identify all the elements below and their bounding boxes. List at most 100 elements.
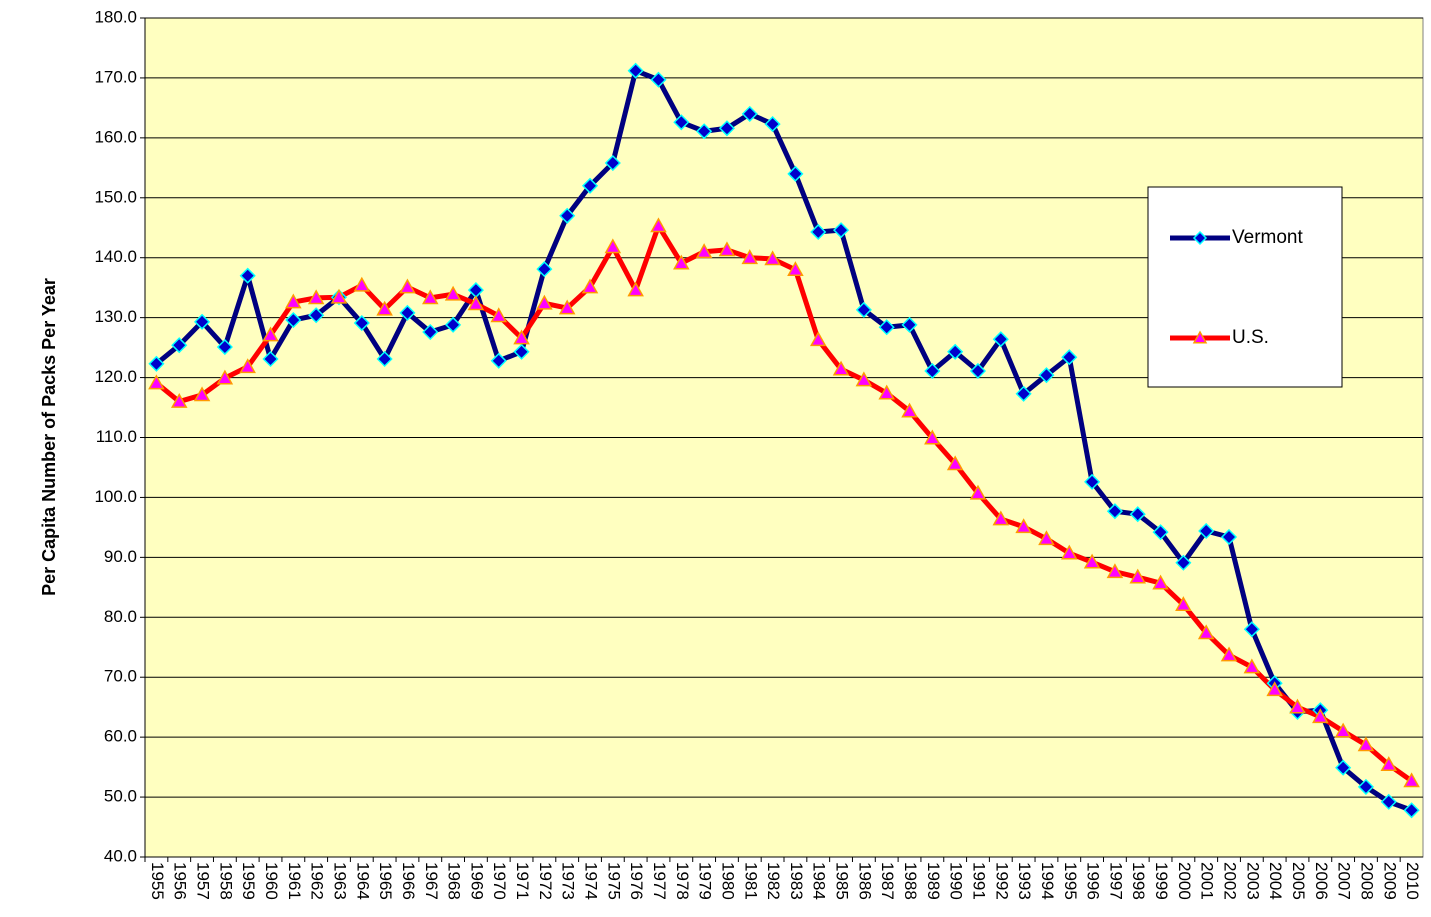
marker (1129, 568, 1147, 584)
x-tick-label: 1958 (216, 862, 235, 900)
x-tick-label: 1977 (650, 862, 669, 900)
x-tick-label: 1980 (718, 862, 737, 900)
marker (1220, 528, 1238, 546)
marker (262, 350, 279, 368)
x-tick-label: 1986 (855, 862, 874, 900)
x-tick-label: 1985 (833, 862, 852, 900)
marker (513, 343, 530, 360)
y-tick-label: 180.0 (94, 7, 137, 26)
marker (490, 307, 508, 323)
x-tick-label: 2008 (1357, 862, 1376, 900)
marker (718, 120, 736, 137)
x-tick-label: 1993 (1015, 862, 1034, 900)
marker (148, 374, 165, 390)
x-tick-label: 1979 (696, 862, 715, 900)
marker (262, 326, 279, 342)
series-line (154, 68, 1413, 813)
marker (969, 362, 987, 380)
marker (627, 62, 644, 79)
marker (810, 223, 827, 241)
marker (673, 254, 690, 270)
x-tick-label: 1994 (1038, 862, 1057, 900)
marker (901, 402, 918, 418)
marker (1175, 554, 1192, 571)
y-tick-label: 100.0 (94, 487, 137, 506)
x-tick-label: 1967 (422, 862, 441, 900)
marker (946, 455, 964, 471)
y-tick-label: 40.0 (104, 846, 137, 865)
x-tick-label: 1969 (467, 862, 486, 900)
x-tick-label: 2004 (1266, 862, 1285, 900)
marker (193, 386, 211, 402)
x-tick-label: 1996 (1084, 862, 1103, 900)
marker (399, 304, 416, 321)
x-tick-label: 2007 (1335, 862, 1354, 900)
marker (558, 299, 576, 315)
x-tick-label: 1981 (741, 862, 760, 900)
marker (1198, 522, 1215, 540)
marker (741, 105, 758, 122)
x-tick-label: 2003 (1243, 862, 1262, 900)
marker (1061, 349, 1078, 366)
marker (1038, 367, 1055, 384)
marker (764, 116, 781, 133)
x-tick-label: 1965 (376, 862, 395, 900)
y-axis-label: Per Capita Number of Packs Per Year (39, 278, 59, 596)
legend-label: U.S. (1232, 327, 1269, 348)
marker (1083, 553, 1101, 569)
marker (239, 358, 256, 374)
marker (1192, 230, 1208, 246)
x-tick-label: 1983 (787, 862, 806, 900)
marker (193, 313, 211, 330)
x-tick-label: 1963 (330, 862, 349, 900)
marker (673, 114, 690, 131)
marker (536, 261, 553, 278)
y-tick-label: 170.0 (94, 67, 137, 86)
marker (171, 337, 188, 354)
marker (1106, 563, 1124, 579)
marker (855, 371, 873, 387)
marker (399, 278, 416, 294)
y-tick-label: 160.0 (94, 127, 137, 146)
x-tick-label: 1997 (1106, 862, 1125, 900)
marker (239, 267, 256, 284)
marker (376, 350, 393, 368)
x-tick-label: 1970 (490, 862, 509, 900)
marker (992, 331, 1009, 348)
x-tick-label: 1974 (582, 862, 601, 900)
marker (1266, 681, 1283, 697)
marker (376, 300, 393, 316)
marker (1060, 544, 1078, 560)
marker (809, 331, 827, 347)
marker (444, 285, 462, 301)
marker (353, 276, 371, 292)
y-tick-label: 130.0 (94, 307, 137, 326)
marker (924, 362, 941, 380)
marker (1084, 473, 1101, 490)
x-tick-label: 1992 (992, 862, 1011, 900)
marker (696, 123, 713, 140)
marker (1175, 596, 1192, 612)
marker (1152, 574, 1169, 590)
marker (787, 261, 804, 277)
y-tick-label: 90.0 (104, 547, 137, 566)
x-tick-label: 2009 (1380, 862, 1399, 900)
marker (1357, 778, 1375, 795)
marker (992, 510, 1010, 526)
x-tick-label: 2002 (1221, 862, 1240, 900)
marker (307, 289, 325, 305)
x-tick-label: 1976 (627, 862, 646, 900)
marker (901, 316, 918, 333)
marker (604, 154, 621, 172)
marker (764, 250, 781, 266)
marker (1357, 736, 1375, 752)
marker (1335, 759, 1352, 776)
marker (969, 484, 987, 500)
marker (650, 217, 667, 233)
x-tick-label: 1966 (399, 862, 418, 900)
marker (1106, 503, 1123, 520)
marker (741, 249, 759, 265)
x-tick-label: 2005 (1289, 862, 1308, 900)
x-tick-label: 1995 (1061, 862, 1080, 900)
